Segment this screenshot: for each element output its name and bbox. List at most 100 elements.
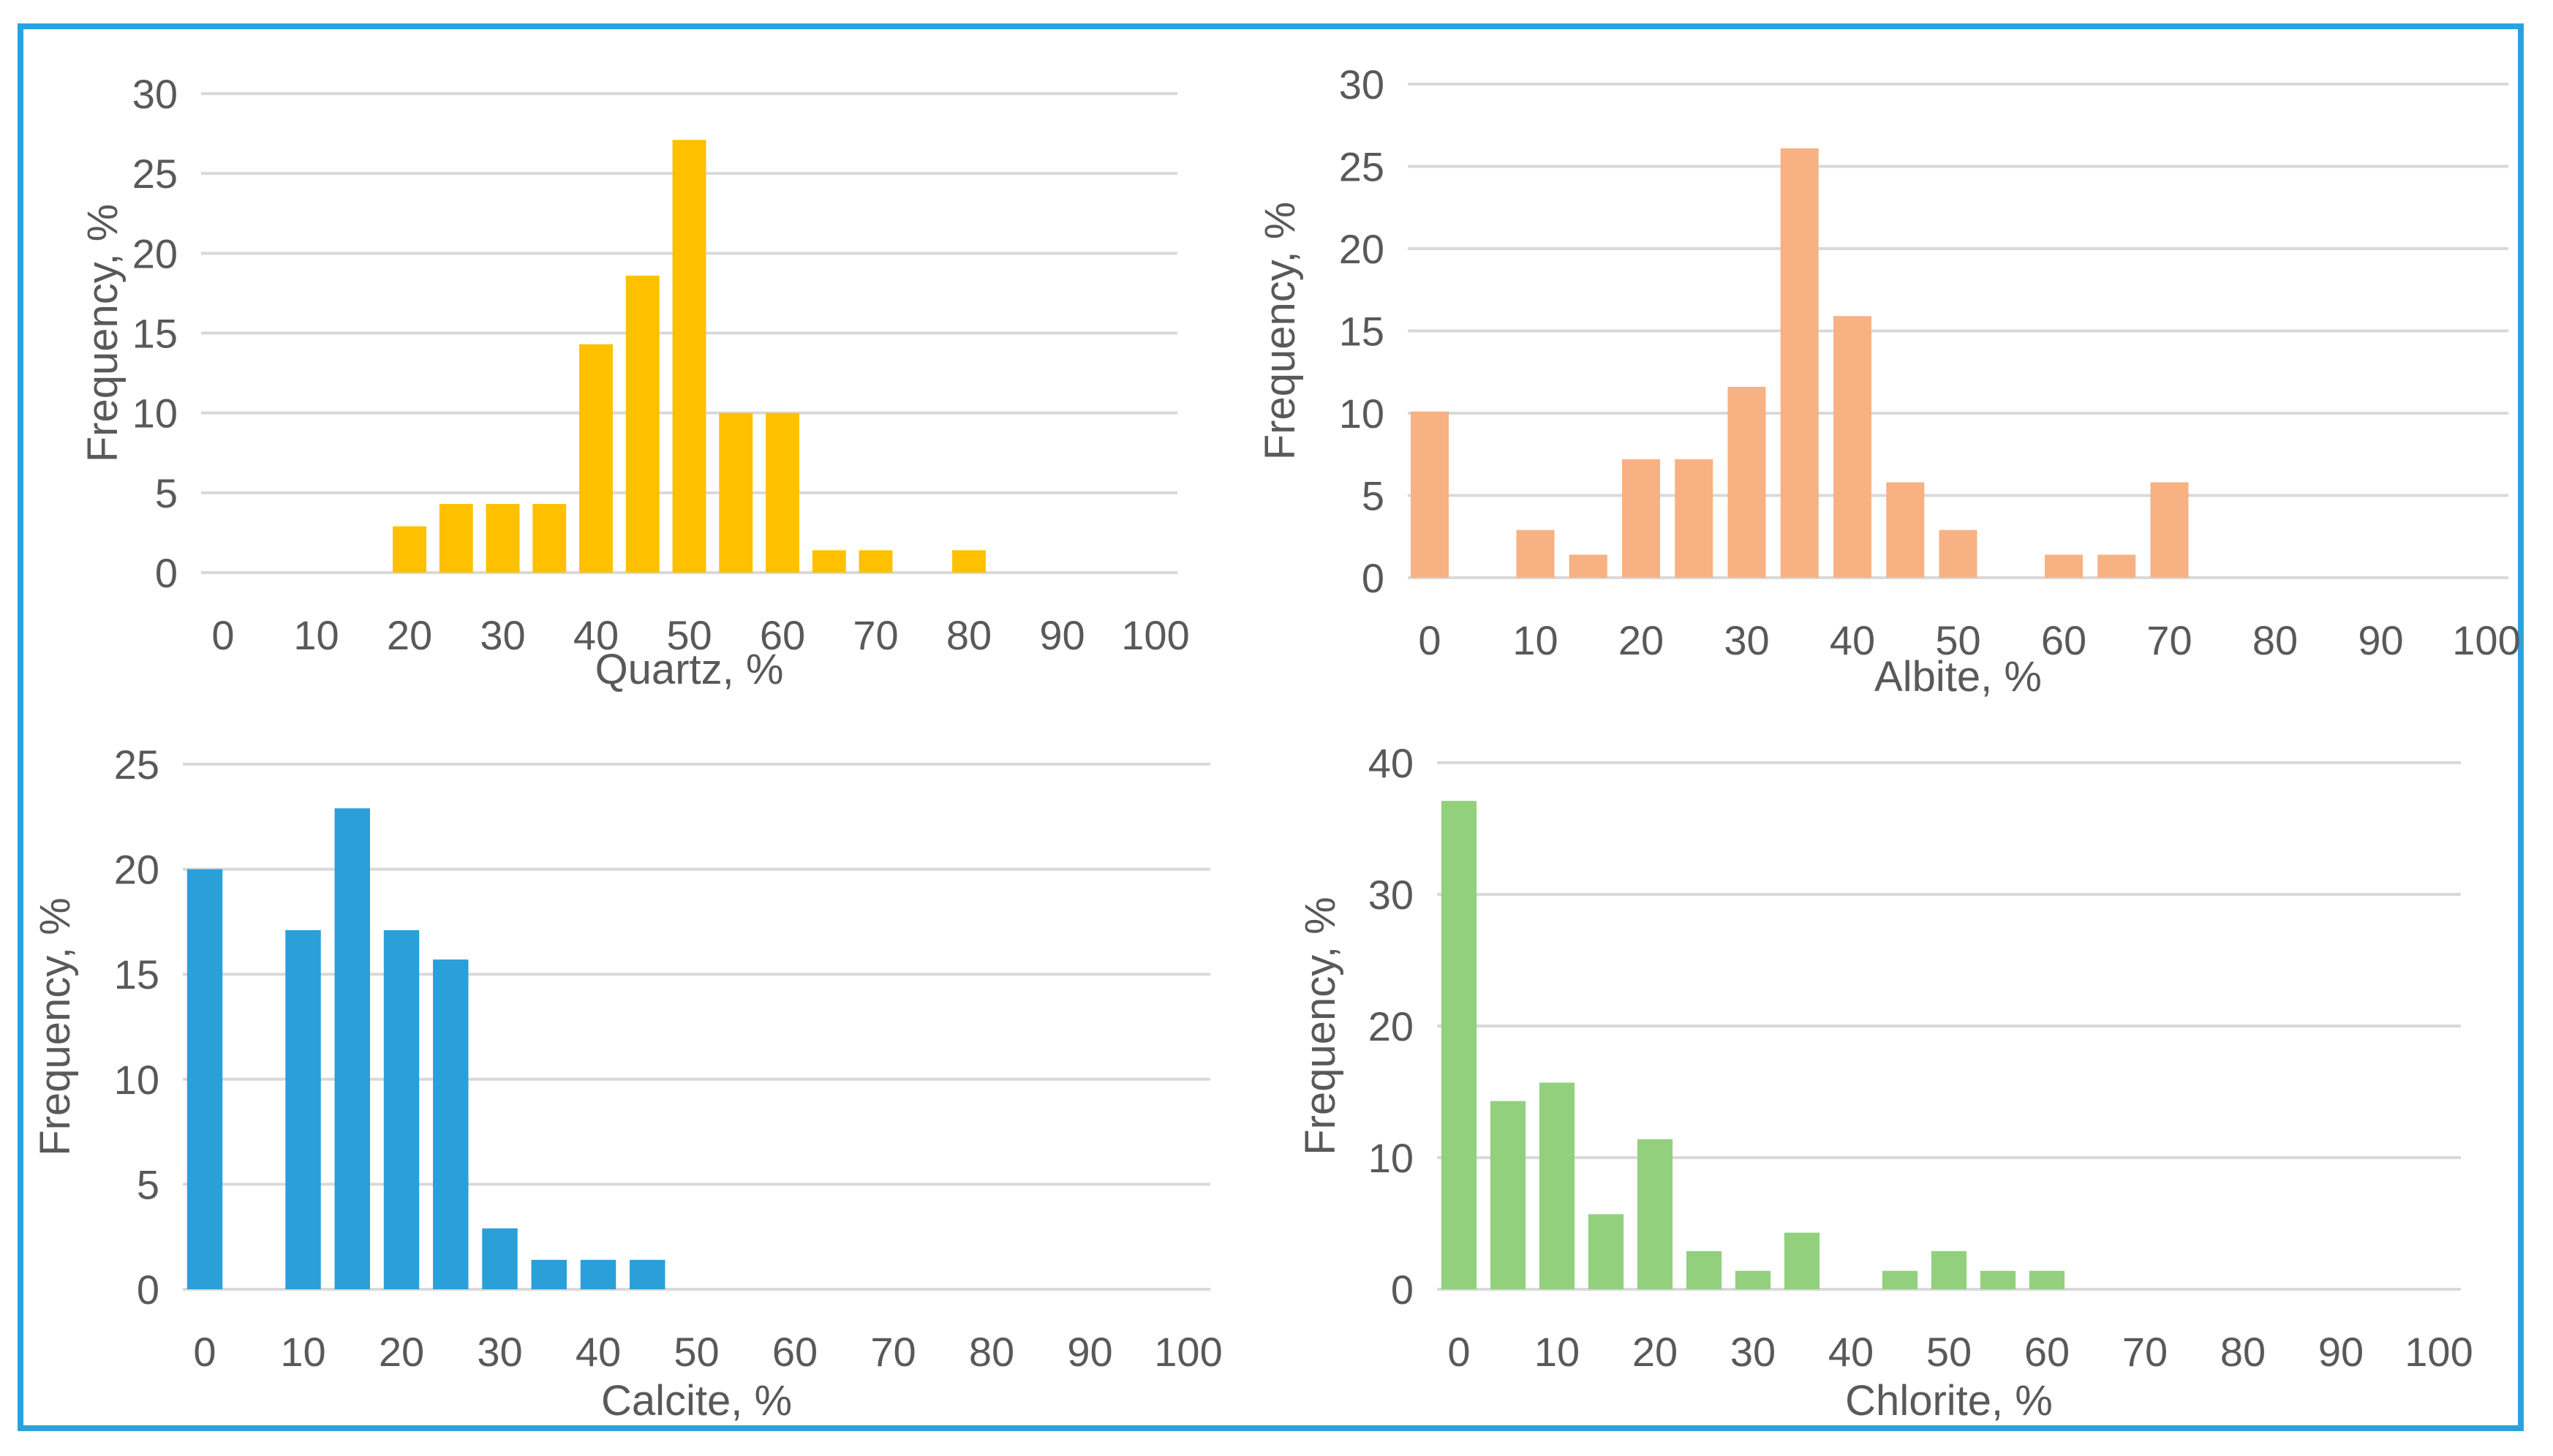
bar-chlorite-25 <box>1686 1251 1722 1289</box>
y-tick-label-quartz-15: 15 <box>132 311 178 357</box>
x-axis-title-calcite: Calcite, % <box>601 1377 792 1425</box>
x-tick-label-calcite-40: 40 <box>576 1329 621 1375</box>
bar-calcite-15 <box>334 808 370 1289</box>
y-axis-title-calcite: Frequency, % <box>31 897 79 1156</box>
y-tick-label-albite-5: 5 <box>1362 473 1384 519</box>
x-tick-label-calcite-60: 60 <box>772 1329 818 1375</box>
y-tick-label-chlorite-40: 40 <box>1368 740 1414 786</box>
x-axis-title-quartz: Quartz, % <box>595 646 784 693</box>
bar-chlorite-45 <box>1882 1270 1918 1289</box>
y-tick-label-albite-0: 0 <box>1362 555 1384 601</box>
bar-calcite-30 <box>482 1228 518 1289</box>
x-tick-label-chlorite-80: 80 <box>2220 1329 2266 1375</box>
bar-quartz-55 <box>719 412 753 573</box>
y-tick-label-quartz-25: 25 <box>132 151 178 197</box>
bar-chlorite-60 <box>2029 1270 2065 1289</box>
bar-chlorite-30 <box>1735 1270 1771 1289</box>
bar-quartz-35 <box>532 504 567 573</box>
x-tick-label-albite-60: 60 <box>2041 617 2086 663</box>
bar-chlorite-5 <box>1490 1101 1526 1289</box>
x-tick-label-quartz-30: 30 <box>480 612 525 658</box>
x-tick-label-quartz-40: 40 <box>573 612 619 658</box>
x-tick-label-calcite-80: 80 <box>969 1329 1014 1375</box>
bar-chlorite-15 <box>1588 1214 1624 1289</box>
x-tick-label-albite-0: 0 <box>1418 617 1441 663</box>
bar-quartz-30 <box>486 504 520 573</box>
x-tick-label-albite-70: 70 <box>2146 617 2192 663</box>
bar-quartz-40 <box>579 344 613 573</box>
y-tick-label-quartz-20: 20 <box>132 230 178 276</box>
bar-quartz-65 <box>812 550 846 573</box>
bar-calcite-0 <box>186 869 223 1289</box>
y-tick-label-calcite-0: 0 <box>137 1267 159 1313</box>
bar-albite-65 <box>2097 554 2136 578</box>
y-tick-label-calcite-5: 5 <box>137 1161 159 1207</box>
y-tick-label-calcite-20: 20 <box>114 847 159 893</box>
bar-calcite-20 <box>383 929 420 1289</box>
y-tick-label-albite-25: 25 <box>1339 144 1384 190</box>
x-tick-label-chlorite-100: 100 <box>2405 1329 2473 1375</box>
bar-albite-30 <box>1727 387 1766 578</box>
x-tick-label-calcite-50: 50 <box>674 1329 719 1375</box>
bar-chlorite-50 <box>1931 1251 1967 1289</box>
chart-albite: 0 5 10 15 20 25 30 0 10 20 30 40 50 60 70 80 90 100 Albite… <box>1256 61 2521 701</box>
x-tick-label-albite-90: 90 <box>2358 617 2403 663</box>
y-tick-label-chlorite-10: 10 <box>1368 1135 1414 1181</box>
x-tick-label-calcite-100: 100 <box>1154 1329 1222 1375</box>
x-tick-label-chlorite-60: 60 <box>2024 1329 2070 1375</box>
x-axis-title-albite: Albite, % <box>1874 653 2042 701</box>
bar-quartz-80 <box>952 550 986 573</box>
y-tick-label-quartz-30: 30 <box>132 71 178 117</box>
x-tick-label-calcite-0: 0 <box>193 1329 216 1375</box>
chart-calcite: 0 5 10 15 20 25 0 10 20 30 40 50 60 70 80 90 100 Calcite,… <box>31 742 1223 1425</box>
y-tick-label-albite-10: 10 <box>1339 391 1384 437</box>
x-tick-label-quartz-10: 10 <box>293 612 339 658</box>
y-tick-label-chlorite-0: 0 <box>1391 1267 1414 1313</box>
bar-chlorite-20 <box>1637 1139 1673 1289</box>
x-tick-label-chlorite-90: 90 <box>2318 1329 2364 1375</box>
bar-albite-45 <box>1886 482 1925 578</box>
x-tick-label-albite-20: 20 <box>1618 617 1664 663</box>
x-tick-label-chlorite-0: 0 <box>1447 1329 1470 1375</box>
bar-quartz-50 <box>672 140 706 573</box>
bar-calcite-45 <box>630 1259 665 1289</box>
x-tick-label-calcite-20: 20 <box>379 1329 424 1375</box>
x-tick-label-chlorite-20: 20 <box>1632 1329 1678 1375</box>
x-tick-label-calcite-30: 30 <box>477 1329 522 1375</box>
x-tick-label-chlorite-10: 10 <box>1534 1329 1580 1375</box>
y-tick-label-chlorite-30: 30 <box>1368 872 1414 918</box>
bar-quartz-70 <box>859 550 893 573</box>
bar-quartz-20 <box>393 526 426 573</box>
bar-chlorite-35 <box>1784 1232 1820 1289</box>
x-tick-label-albite-40: 40 <box>1830 617 1875 663</box>
x-tick-label-quartz-100: 100 <box>1121 612 1189 658</box>
x-tick-label-quartz-90: 90 <box>1039 612 1085 658</box>
bar-calcite-40 <box>580 1259 616 1289</box>
x-tick-label-calcite-70: 70 <box>870 1329 916 1375</box>
chart-chlorite: 0 10 20 30 40 0 10 20 30 40 50 60 70 80 90 100 Chlorite,… <box>1297 740 2473 1425</box>
x-tick-label-albite-100: 100 <box>2452 617 2520 663</box>
x-tick-label-quartz-80: 80 <box>946 612 992 658</box>
bar-calcite-25 <box>433 959 469 1289</box>
x-tick-label-chlorite-40: 40 <box>1828 1329 1874 1375</box>
bar-albite-25 <box>1675 459 1713 578</box>
bar-calcite-35 <box>531 1259 567 1289</box>
y-tick-label-albite-20: 20 <box>1339 226 1384 272</box>
bar-albite-35 <box>1780 148 1819 578</box>
bar-chlorite-55 <box>1980 1270 2016 1289</box>
x-tick-label-albite-30: 30 <box>1724 617 1769 663</box>
x-tick-label-calcite-10: 10 <box>280 1329 325 1375</box>
x-tick-label-quartz-0: 0 <box>211 612 234 658</box>
bar-albite-60 <box>2044 554 2083 578</box>
x-tick-label-quartz-60: 60 <box>760 612 805 658</box>
y-tick-label-albite-15: 15 <box>1339 309 1384 355</box>
chart-quartz: 0 5 10 15 20 25 30 0 10 20 30 40 50 60 70 80 90 100 Quartz… <box>79 71 1190 693</box>
figure-frame <box>18 23 2524 1431</box>
x-tick-label-albite-10: 10 <box>1512 617 1558 663</box>
bar-albite-0 <box>1410 411 1449 578</box>
y-tick-label-calcite-25: 25 <box>114 742 159 788</box>
bar-albite-20 <box>1621 459 1661 578</box>
y-axis-title-chlorite: Frequency, % <box>1297 897 1344 1155</box>
x-tick-label-quartz-20: 20 <box>387 612 432 658</box>
